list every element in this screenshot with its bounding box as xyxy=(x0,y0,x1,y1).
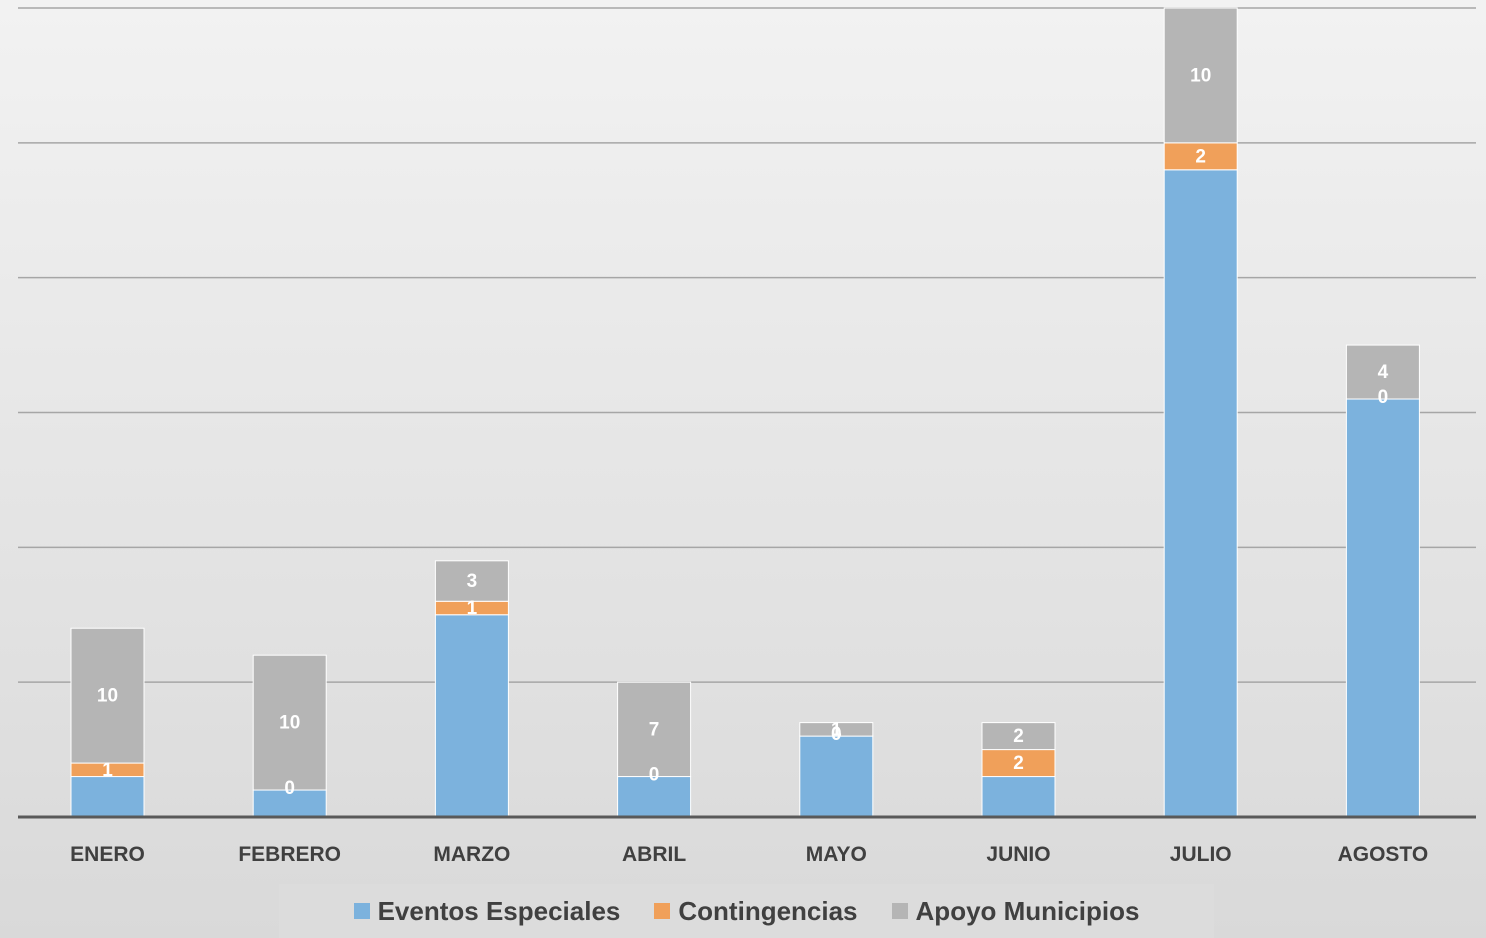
data-label: 7 xyxy=(649,719,660,740)
legend: Eventos Especiales Contingencias Apoyo M… xyxy=(279,884,1214,938)
bar-segment xyxy=(434,560,509,602)
bar-segment xyxy=(617,681,692,778)
legend-swatch xyxy=(891,903,908,919)
legend-label: Apoyo Municipios xyxy=(915,895,1140,926)
x-tick-label: JULIO xyxy=(1170,843,1232,866)
data-label: 0 xyxy=(649,765,660,786)
x-tick-label: MARZO xyxy=(433,843,510,866)
legend-item-contingencias: Contingencias xyxy=(654,895,858,927)
bars xyxy=(70,7,1420,818)
bar-segment xyxy=(1345,344,1420,400)
data-label: 2 xyxy=(1013,753,1024,774)
data-label: 3 xyxy=(467,571,478,592)
bar-segment xyxy=(1163,169,1238,818)
data-label: 4 xyxy=(1378,362,1389,383)
gridlines xyxy=(18,7,1476,683)
bar-segment xyxy=(799,735,874,818)
data-label: 0 xyxy=(831,724,842,745)
data-label: 0 xyxy=(284,778,295,799)
x-tick-label: MAYO xyxy=(806,843,867,866)
data-label: 0 xyxy=(1378,387,1389,408)
data-label: 10 xyxy=(1190,65,1211,86)
legend-swatch xyxy=(654,903,671,919)
legend-item-eventos: Eventos Especiales xyxy=(353,895,621,927)
bar-segment xyxy=(617,776,692,818)
bar-segment xyxy=(981,722,1056,751)
bar-segment xyxy=(1345,398,1420,818)
data-label: 1 xyxy=(102,760,113,781)
bar-segment xyxy=(1163,142,1238,171)
x-tick-label: ABRIL xyxy=(622,843,686,866)
data-label: 1 xyxy=(467,598,478,619)
data-label: 2 xyxy=(1195,146,1206,167)
legend-swatch xyxy=(353,903,370,919)
bar-segment xyxy=(70,627,145,764)
bar-segment xyxy=(981,776,1056,818)
bar-segment xyxy=(252,654,327,791)
bar-segment xyxy=(70,776,145,818)
x-tick-label: JUNIO xyxy=(986,843,1050,866)
bar-segment xyxy=(799,722,874,737)
x-tick-labels: ENERO FEBRERO MARZO ABRIL MAYO JUNIO JULIO AGOS… xyxy=(70,843,1428,866)
legend-label: Contingencias xyxy=(678,895,858,926)
data-label: 1 xyxy=(831,719,842,740)
x-tick-label: AGOSTO xyxy=(1338,843,1429,866)
data-label: 2 xyxy=(1013,726,1024,747)
bar-segment xyxy=(1163,7,1238,144)
x-tick-label: FEBRERO xyxy=(238,843,341,866)
x-tick-label: ENERO xyxy=(70,843,145,866)
data-label: 10 xyxy=(97,686,118,707)
legend-item-apoyo: Apoyo Municipios xyxy=(891,895,1140,927)
bar-segment xyxy=(981,749,1056,778)
legend-label: Eventos Especiales xyxy=(377,895,621,926)
data-label: 10 xyxy=(279,713,300,734)
bar-segment xyxy=(434,614,509,818)
